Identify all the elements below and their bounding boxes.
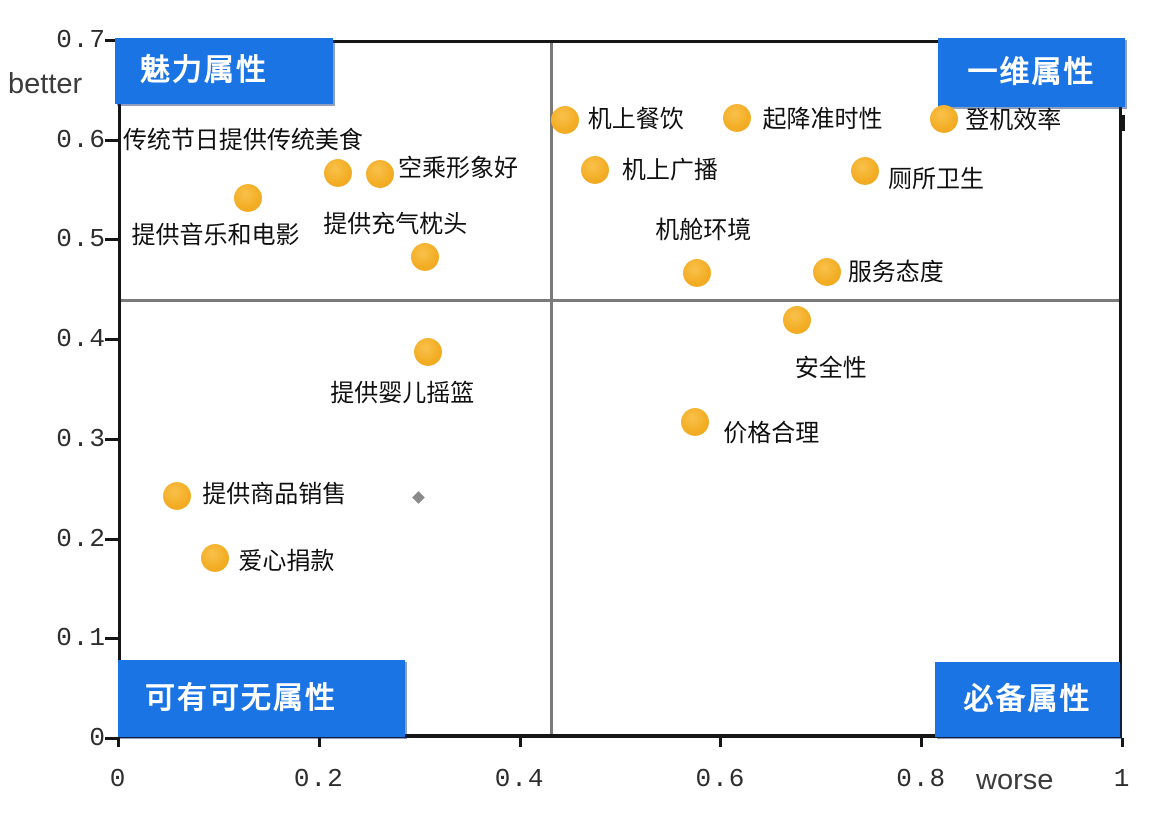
data-point (683, 259, 712, 288)
x-tick-label: 0 (109, 764, 127, 794)
x-tick (719, 738, 723, 747)
data-point-label: 机上广播 (621, 156, 718, 184)
data-point-label: 提供婴儿摇篮 (330, 380, 475, 408)
x-tick (1121, 738, 1124, 747)
data-point-label: 登机效率 (965, 106, 1062, 134)
data-point-label: 价格合理 (723, 419, 820, 447)
data-point-label: 安全性 (794, 355, 867, 383)
data-point-label: 机舱环境 (655, 217, 752, 245)
data-point-label: 空乘形象好 (398, 154, 519, 182)
data-point (163, 481, 192, 510)
y-tick (105, 138, 118, 142)
x-axis-label-worse: worse (976, 764, 1054, 796)
data-point (723, 103, 752, 132)
data-point-label: 提供充气枕头 (323, 211, 468, 239)
data-point-label: 爱心捐款 (238, 547, 335, 575)
data-point (411, 243, 440, 272)
data-point (850, 156, 879, 185)
data-point-label: 提供音乐和电影 (131, 221, 300, 249)
x-tick-label: 0.4 (494, 764, 545, 794)
quadrant-label-text: 魅力属性 (140, 54, 268, 87)
data-point-label: 机上餐饮 (587, 105, 684, 133)
y-axis-label-better: better (8, 68, 83, 100)
y-tick (105, 39, 118, 42)
quadrant-label-indifferent: 可有可无属性 (118, 660, 405, 737)
data-point (681, 407, 710, 436)
y-tick-label: 0.6 (56, 124, 106, 155)
x-tick (317, 738, 321, 747)
y-tick-label: 0.2 (56, 523, 106, 554)
x-tick-label: 1 (1113, 764, 1131, 794)
quadrant-label-text: 一维属性 (967, 55, 1096, 89)
data-point-label: 提供商品销售 (202, 480, 347, 508)
x-tick (920, 738, 924, 747)
quadrant-label-text: 必备属性 (963, 682, 1092, 716)
y-tick-label: 0.3 (56, 423, 106, 454)
y-tick (105, 338, 118, 342)
data-point (580, 155, 609, 184)
data-point (201, 543, 230, 572)
data-point (233, 183, 262, 212)
x-tick-label: 0.8 (896, 764, 947, 794)
x-tick-label: 0.6 (695, 764, 746, 794)
plot-area (118, 40, 1122, 738)
quadrant-label-one-dimensional: 一维属性 (938, 38, 1125, 107)
data-point-label: 传统节日提供传统美食 (122, 126, 363, 154)
y-tick-label: 0.1 (56, 623, 106, 654)
data-point (782, 306, 811, 335)
data-point (323, 158, 352, 187)
data-point-label: 起降准时性 (762, 105, 883, 133)
x-tick (117, 738, 120, 747)
y-tick (105, 637, 118, 641)
vertical-divider-line (549, 43, 553, 734)
x-tick (518, 738, 522, 747)
quadrant-label-text: 可有可无属性 (145, 681, 337, 715)
y-tick-label: 0.7 (56, 25, 106, 55)
x-tick-label: 0.2 (293, 764, 344, 794)
quadrant-label-attractive: 魅力属性 (115, 38, 333, 104)
quadrant-label-must-be: 必备属性 (935, 662, 1120, 737)
data-point (414, 338, 443, 367)
y-tick-label: 0.4 (56, 324, 106, 355)
data-point-label: 厕所卫生 (887, 165, 984, 193)
data-point-label: 服务态度 (847, 259, 944, 287)
y-tick (105, 537, 118, 541)
y-tick-label: 0 (89, 723, 106, 753)
data-point (366, 159, 395, 188)
data-point (930, 104, 959, 133)
horizontal-divider-line (121, 299, 1119, 303)
y-tick (105, 238, 118, 242)
data-point (550, 105, 579, 134)
y-tick-label: 0.5 (56, 224, 106, 255)
right-border-mark (1119, 114, 1125, 131)
data-point (812, 258, 841, 287)
y-tick (105, 737, 118, 740)
y-tick (105, 437, 118, 441)
